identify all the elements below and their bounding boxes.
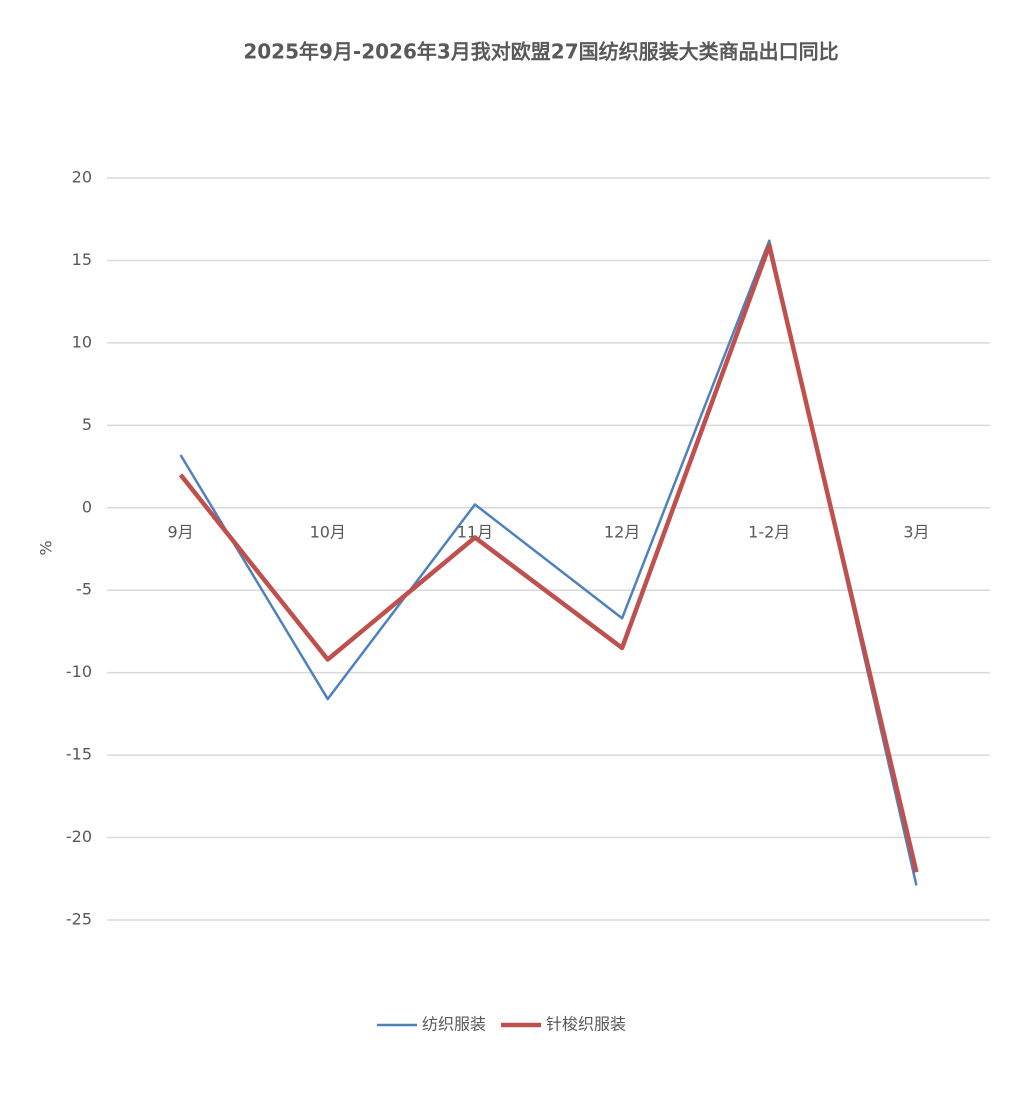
x-tick-label: 12月 (604, 522, 640, 541)
y-tick-label: -10 (66, 662, 92, 681)
x-tick-label: 9月 (167, 522, 193, 541)
y-tick-label: -20 (66, 827, 92, 846)
legend-label: 纺织服装 (422, 1015, 486, 1034)
y-tick-label: 0 (82, 497, 92, 516)
y-tick-label: 10 (72, 332, 92, 351)
x-tick-label: 1-2月 (748, 522, 790, 541)
series-line (178, 243, 919, 873)
y-tick-label: 5 (82, 415, 92, 434)
y-tick-label: 20 (72, 168, 92, 187)
y-axis-label: % (37, 540, 56, 555)
y-tick-label: -15 (66, 745, 92, 764)
legend-label: 针梭织服装 (546, 1015, 626, 1034)
x-tick-label: 11月 (457, 522, 493, 541)
y-tick-label: -25 (66, 910, 92, 929)
chart-title: 2025年9月-2026年3月我对欧盟27国纺织服装大类商品出口同比 (243, 40, 838, 64)
y-tick-label: 15 (72, 250, 92, 269)
x-tick-label: 10月 (310, 522, 346, 541)
x-tick-label: 3月 (903, 522, 929, 541)
y-tick-label: -5 (76, 580, 92, 599)
